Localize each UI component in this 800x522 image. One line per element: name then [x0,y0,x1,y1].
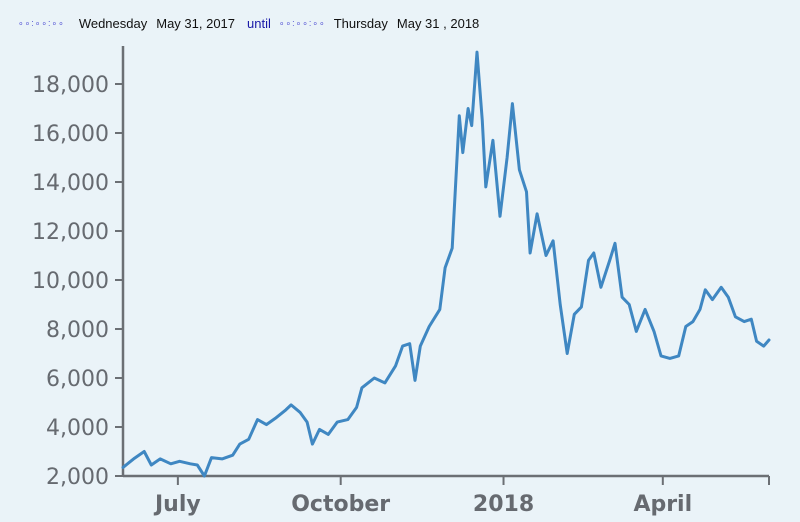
end-day: Thursday [333,15,388,31]
y-tick-label: 16,000 [32,122,109,147]
start-time-dots: ∘∘:∘∘:∘∘ [18,17,65,28]
y-tick-label: 4,000 [46,416,109,441]
x-axis: July October 2018 April [123,474,770,517]
y-tick-label: 8,000 [46,318,109,343]
start-date: May 31, 2017 [156,15,236,31]
y-tick-label: 12,000 [32,220,109,245]
x-tick-label: 2018 [473,492,534,517]
x-tick-label: October [291,492,390,517]
series-group [121,50,771,478]
start-day: Wednesday [78,15,148,31]
end-date: May 31 , 2018 [396,15,480,31]
date-range-header: ∘∘:∘∘:∘∘ Wednesday May 31, 2017 until ∘∘… [0,0,800,46]
y-axis: 2,000 4,000 6,000 8,000 10,000 12,000 14,000 16… [32,46,125,490]
y-tick-label: 10,000 [32,269,109,294]
series-line [121,50,771,478]
y-tick-label: 18,000 [32,73,109,98]
y-tick-label: 14,000 [32,171,109,196]
x-tick-label: April [633,492,692,517]
price-line-chart: 2,000 4,000 6,000 8,000 10,000 12,000 14,000 16… [32,46,771,517]
end-time-dots: ∘∘:∘∘:∘∘ [278,17,326,28]
y-tick-label: 2,000 [46,465,109,490]
until-label: until [247,15,271,31]
y-tick-label: 6,000 [46,367,109,392]
x-tick-label: July [153,492,201,517]
